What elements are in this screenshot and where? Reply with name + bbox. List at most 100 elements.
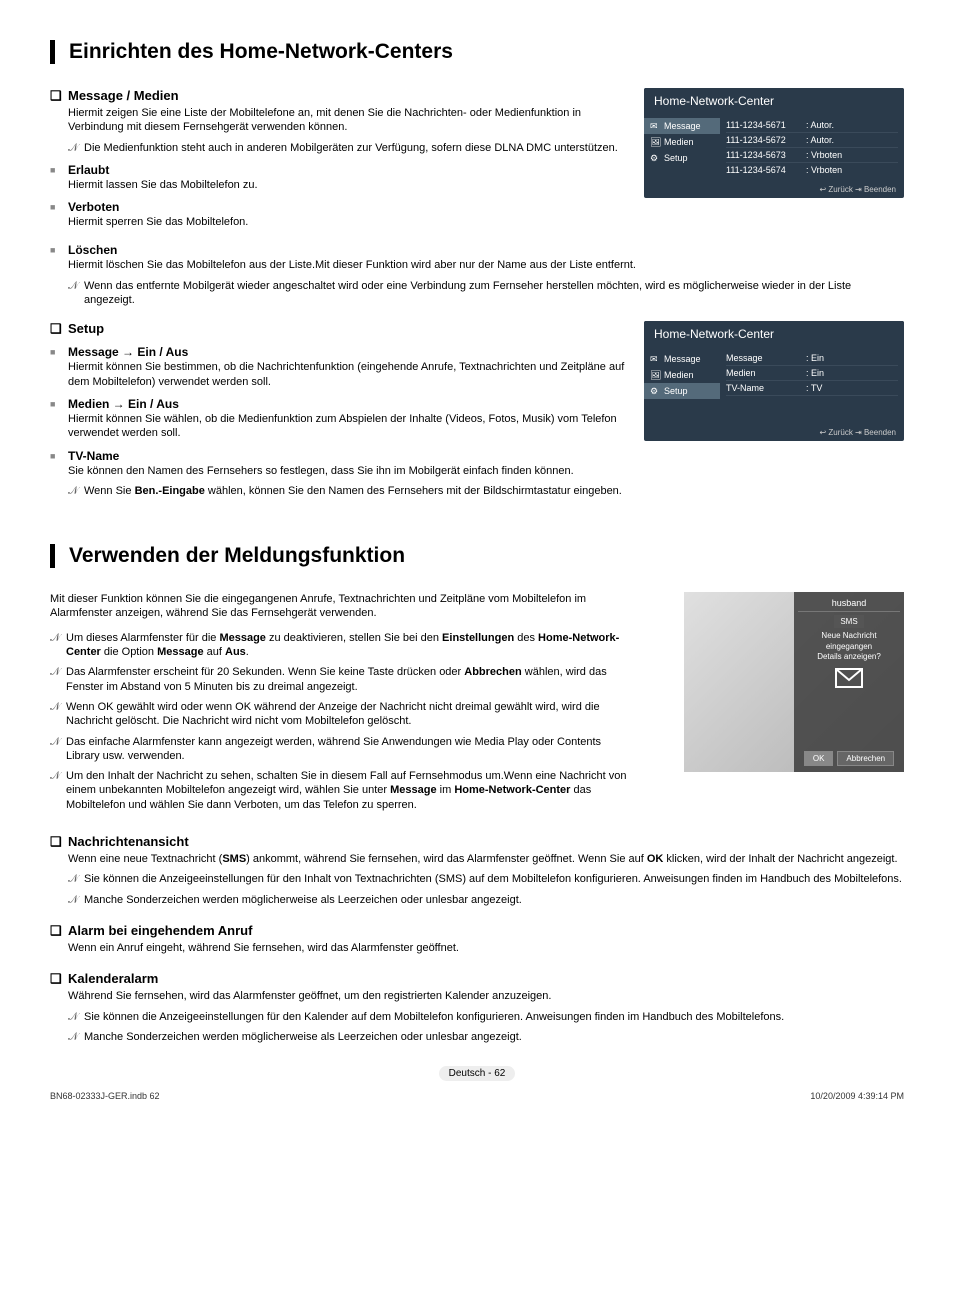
note-icon: 𝒩 [68, 1030, 84, 1044]
page-number: Deutsch - 62 [50, 1068, 904, 1079]
note-icon: 𝒩 [50, 631, 66, 645]
page-title-1: Einrichten des Home-Network-Centers [50, 40, 904, 64]
note-text: Sie können die Anzeigeeinstellungen für … [84, 1010, 784, 1024]
tv-nav-medien[interactable]: 🖼Medien [644, 367, 720, 383]
alarmanruf-head: Alarm bei eingehendem Anruf [68, 923, 252, 938]
gray-bullet: ■ [50, 163, 68, 175]
q-mark: ❑ [50, 971, 68, 987]
loeschen-body: Hiermit löschen Sie das Mobiltelefon aus… [68, 258, 904, 272]
note-icon: 𝒩 [68, 872, 84, 886]
intro-2: Mit dieser Funktion können Sie die einge… [50, 592, 630, 621]
envelope-icon: ✉ [650, 354, 660, 364]
note-row: 𝒩Wenn OK gewählt wird oder wenn OK währe… [50, 700, 630, 729]
tv-nav-message[interactable]: ✉Message [644, 351, 720, 367]
tv-panel-foot: ↩ Zurück ⇥ Beenden [644, 181, 904, 198]
setup-tvn-body: Sie können den Namen des Fernsehers so f… [68, 464, 630, 478]
envelope-icon [835, 668, 863, 690]
note-row: 𝒩Das einfache Alarmfenster kann angezeig… [50, 735, 630, 764]
tv-list-row[interactable]: TV-Name: TV [726, 381, 898, 396]
setup-msg-head: Message → Ein / Aus [68, 345, 188, 359]
verboten-head: Verboten [68, 200, 119, 214]
alarm-line: Neue Nachricht [821, 631, 876, 641]
q-mark: ❑ [50, 923, 68, 939]
envelope-icon: ✉ [650, 121, 660, 131]
note-icon: 𝒩 [50, 735, 66, 749]
footer-left: BN68-02333J-GER.indb 62 [50, 1091, 160, 1101]
note-icon: 𝒩 [68, 1010, 84, 1024]
gray-bullet: ■ [50, 449, 68, 461]
note-text: Wenn OK gewählt wird oder wenn OK währen… [66, 700, 630, 729]
erlaubt-head: Erlaubt [68, 163, 109, 177]
note-row: 𝒩Manche Sonderzeichen werden möglicherwe… [68, 1030, 904, 1044]
gear-icon: ⚙ [650, 153, 660, 163]
note-row: 𝒩Sie können die Anzeigeeinstellungen für… [68, 872, 904, 886]
q-mark: ❑ [50, 88, 68, 104]
setup-med-body: Hiermit können Sie wählen, ob die Medien… [68, 412, 630, 441]
tv-list-row[interactable]: Message: Ein [726, 351, 898, 366]
tv-panel-1: Home-Network-Center ✉Message 🖼Medien ⚙Se… [644, 88, 904, 198]
note-text: Um dieses Alarmfenster für die Message z… [66, 631, 630, 660]
tv-nav-setup[interactable]: ⚙Setup [644, 383, 720, 399]
note-text: Das Alarmfenster erscheint für 20 Sekund… [66, 665, 630, 694]
verboten-body: Hiermit sperren Sie das Mobiltelefon. [68, 215, 630, 229]
loeschen-head: Löschen [68, 243, 117, 257]
note-text: Das einfache Alarmfenster kann angezeigt… [66, 735, 630, 764]
loeschen-note: Wenn das entfernte Mobilgerät wieder ang… [84, 279, 904, 308]
tv-list-row[interactable]: 111-1234-5671: Autor. [726, 118, 898, 133]
kalender-head: Kalenderalarm [68, 971, 158, 986]
tv-nav-setup[interactable]: ⚙Setup [644, 150, 720, 166]
tv-nav-medien[interactable]: 🖼Medien [644, 134, 720, 150]
note-icon: 𝒩 [68, 893, 84, 907]
nachricht-head: Nachrichtenansicht [68, 834, 189, 849]
note-icon: 𝒩 [50, 700, 66, 714]
setup-msg-body: Hiermit können Sie bestimmen, ob die Nac… [68, 360, 630, 389]
setup-head: Setup [68, 321, 104, 336]
alarm-cancel-button[interactable]: Abbrechen [837, 751, 894, 766]
note-text: Manche Sonderzeichen werden möglicherwei… [84, 893, 522, 907]
note-row: 𝒩Um den Inhalt der Nachricht zu sehen, s… [50, 769, 630, 812]
alarm-line: eingegangen [826, 642, 872, 652]
alarm-popup: husband SMS Neue Nachricht eingegangen D… [684, 592, 904, 772]
footer-right: 10/20/2009 4:39:14 PM [810, 1091, 904, 1101]
setup-tvn-head: TV-Name [68, 449, 119, 463]
tv-list-row[interactable]: Medien: Ein [726, 366, 898, 381]
alarm-line: Details anzeigen? [817, 652, 881, 662]
kalender-body: Während Sie fernsehen, wird das Alarmfen… [68, 989, 904, 1003]
media-icon: 🖼 [650, 370, 660, 380]
note-text: Manche Sonderzeichen werden möglicherwei… [84, 1030, 522, 1044]
nachricht-body: Wenn eine neue Textnachricht (SMS) ankom… [68, 852, 904, 866]
tv-list-row[interactable]: 111-1234-5673: Vrboten [726, 148, 898, 163]
message-medien-body: Hiermit zeigen Sie eine Liste der Mobilt… [68, 106, 630, 135]
note-text: Um den Inhalt der Nachricht zu sehen, sc… [66, 769, 630, 812]
message-medien-note: Die Medienfunktion steht auch in anderen… [84, 141, 618, 155]
media-icon: 🖼 [650, 137, 660, 147]
note-icon: 𝒩 [50, 665, 66, 679]
note-row: 𝒩Das Alarmfenster erscheint für 20 Sekun… [50, 665, 630, 694]
gray-bullet: ■ [50, 243, 68, 255]
tv-panel-title: Home-Network-Center [644, 321, 904, 347]
note-row: 𝒩Sie können die Anzeigeeinstellungen für… [68, 1010, 904, 1024]
note-icon: 𝒩 [68, 141, 84, 155]
gear-icon: ⚙ [650, 386, 660, 396]
q-mark: ❑ [50, 834, 68, 850]
note-row: 𝒩Um dieses Alarmfenster für die Message … [50, 631, 630, 660]
note-icon: 𝒩 [68, 484, 84, 498]
setup-tvn-note: Wenn Sie Ben.-Eingabe wählen, können Sie… [84, 484, 622, 498]
tv-list-row[interactable]: 111-1234-5672: Autor. [726, 133, 898, 148]
note-row: 𝒩Manche Sonderzeichen werden möglicherwe… [68, 893, 904, 907]
tv-panel-foot: ↩ Zurück ⇥ Beenden [644, 424, 904, 441]
gray-bullet: ■ [50, 397, 68, 409]
tv-list-row[interactable]: 111-1234-5674: Vrboten [726, 163, 898, 177]
note-icon: 𝒩 [50, 769, 66, 783]
alarmanruf-body: Wenn ein Anruf eingeht, während Sie fern… [68, 941, 904, 955]
message-medien-head: Message / Medien [68, 88, 179, 103]
note-icon: 𝒩 [68, 279, 84, 293]
alarm-name: husband [798, 598, 900, 612]
gray-bullet: ■ [50, 345, 68, 357]
tv-nav-message[interactable]: ✉Message [644, 118, 720, 134]
alarm-ok-button[interactable]: OK [804, 751, 834, 766]
q-mark: ❑ [50, 321, 68, 337]
gray-bullet: ■ [50, 200, 68, 212]
alarm-sms-badge: SMS [834, 615, 863, 628]
note-text: Sie können die Anzeigeeinstellungen für … [84, 872, 902, 886]
